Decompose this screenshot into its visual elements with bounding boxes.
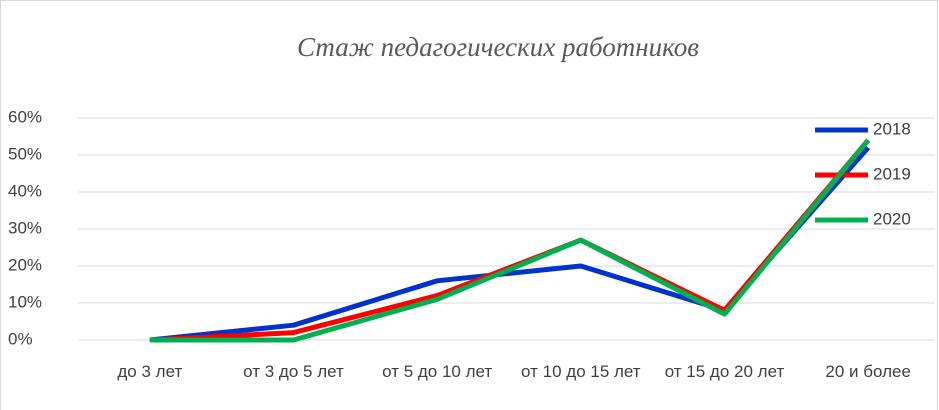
y-tick-label: 10% [8, 292, 42, 311]
y-tick-label: 30% [8, 218, 42, 237]
series-line [149, 138, 871, 343]
y-tick-label: 60% [8, 107, 42, 126]
x-tick-label: от 10 до 15 лет [521, 362, 641, 381]
x-tick-label: от 3 до 5 лет [243, 362, 344, 381]
legend-label: 2018 [873, 119, 911, 138]
y-tick-label: 50% [8, 144, 42, 163]
y-tick-label: 20% [8, 255, 42, 274]
x-tick-label: от 5 до 10 лет [382, 362, 493, 381]
chart-title: Стаж педагогических работников [297, 32, 699, 62]
legend-label: 2019 [873, 164, 911, 183]
legend-label: 2020 [873, 209, 911, 228]
y-tick-label: 0% [8, 329, 33, 348]
y-tick-label: 40% [8, 181, 42, 200]
x-tick-label: 20 и более [825, 362, 911, 381]
x-tick-label: от 15 до 20 лет [664, 362, 785, 381]
x-tick-label: до 3 лет [117, 362, 183, 381]
